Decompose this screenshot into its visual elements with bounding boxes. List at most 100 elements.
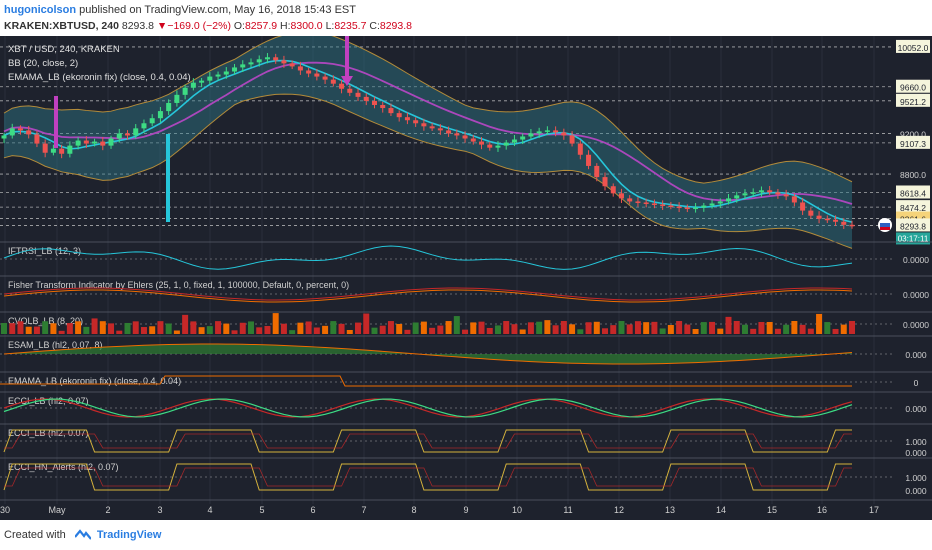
volume-bar	[626, 324, 633, 334]
candle-body	[487, 144, 493, 148]
volume-bar	[634, 321, 641, 334]
volume-bar	[470, 322, 477, 334]
candle-body	[75, 140, 81, 146]
signal-arrow-magenta	[54, 96, 58, 148]
pane-label: Fisher Transform Indicator by Ehlers (25…	[8, 280, 349, 290]
chart-svg[interactable]: XBT / USD, 240, KRAKEN BB (20, close, 2) E…	[0, 31, 932, 520]
candle-body	[116, 133, 122, 139]
candle-body	[388, 108, 394, 114]
volume-bar	[198, 327, 205, 334]
emama-fast-line	[3, 59, 853, 223]
candle-body	[668, 205, 674, 208]
down-triangle-icon: ▼	[156, 20, 168, 32]
candle-body	[437, 128, 443, 131]
volume-bar	[83, 326, 90, 334]
candle-body	[701, 205, 707, 208]
low-label: L:	[325, 20, 335, 32]
candle-body	[709, 203, 715, 206]
volume-bar	[667, 325, 674, 334]
candle-body	[750, 192, 756, 194]
candle-body	[281, 60, 287, 64]
candle-body	[775, 192, 781, 195]
x-tick-label: 10	[512, 505, 522, 515]
pane-axis-label: 1.000	[905, 473, 927, 483]
candle-body	[371, 100, 377, 105]
volume-bar	[429, 327, 436, 334]
volume-bar	[305, 321, 312, 334]
candle-body	[553, 130, 559, 133]
volume-bar	[577, 329, 584, 334]
pane-axis-label: 0.0000	[903, 320, 929, 330]
candle-body	[223, 71, 229, 75]
pane-axis-label: 1.000	[905, 437, 927, 447]
volume-bar	[346, 329, 353, 334]
volume-bar	[412, 322, 419, 334]
volume-bar	[363, 313, 370, 334]
candle-body	[297, 66, 303, 71]
candle-body	[306, 70, 312, 74]
price-label: 9521.2	[900, 97, 926, 107]
candle-body	[174, 94, 180, 103]
volume-bar	[692, 328, 699, 334]
candle-body	[17, 128, 23, 131]
x-tick-label: 17	[869, 505, 879, 515]
candle-body	[404, 117, 410, 121]
esam-area	[4, 344, 852, 364]
ecci-signal-line	[3, 398, 853, 418]
candle-body	[232, 67, 238, 72]
candle-body	[676, 206, 682, 209]
ecci-trap-signal	[4, 467, 852, 487]
pane-label: ESAM_LB (hl2, 0.07, 8)	[8, 340, 103, 350]
open-value: 8257.9	[244, 20, 278, 32]
iftrsi-line	[3, 245, 853, 270]
candle-body	[717, 201, 723, 204]
volume-bar	[585, 322, 592, 334]
volume-bar	[758, 322, 765, 334]
volume-bar	[313, 327, 320, 334]
volume-bar	[371, 327, 378, 334]
bollinger-upper-line	[3, 31, 853, 184]
chart-area[interactable]: XBT / USD, 240, KRAKEN BB (20, close, 2) E…	[0, 31, 932, 520]
volume-bar	[99, 321, 106, 334]
volume-bar	[643, 322, 650, 334]
open-label: O:	[233, 20, 245, 32]
volume-bar	[741, 324, 748, 334]
volume-bar	[478, 321, 485, 334]
candle-body	[256, 59, 262, 63]
volume-bar	[75, 321, 82, 334]
candle-body	[166, 102, 172, 112]
x-tick-label: 9	[463, 505, 468, 515]
volume-bar	[280, 323, 287, 334]
created-with-text: Created with	[4, 529, 66, 541]
candle-body	[495, 145, 501, 148]
candle-body	[289, 63, 295, 67]
bollinger-band-fill	[4, 31, 852, 249]
volume-bar	[322, 325, 329, 334]
volume-bar	[132, 321, 139, 334]
volume-bar	[140, 327, 147, 334]
candle-body	[42, 143, 48, 153]
x-tick-label: 16	[817, 505, 827, 515]
volume-bar	[9, 323, 16, 334]
pane-label: ECCI_HN_Alerts (hl2, 0.07)	[8, 462, 119, 472]
x-tick-label: 8	[411, 505, 416, 515]
candle-body	[824, 218, 830, 221]
volume-bar	[824, 322, 831, 334]
volume-bar	[157, 321, 164, 334]
candle-body	[767, 190, 773, 193]
high-value: 8300.0	[290, 20, 323, 32]
candle-body	[536, 131, 542, 134]
pane-axis-low: 0.000	[905, 486, 927, 496]
candle-body	[347, 88, 353, 93]
tradingview-brand[interactable]: TradingView	[96, 529, 162, 541]
volume-bar	[462, 329, 469, 334]
candle-body	[651, 203, 657, 205]
candle-body	[742, 193, 748, 196]
candle-body	[660, 204, 666, 207]
author-link[interactable]: hugonicolson	[4, 4, 77, 16]
emama-step-line	[0, 375, 852, 387]
volume-bar	[610, 325, 617, 334]
esam-line	[3, 343, 853, 365]
symbol-label: KRAKEN:XBTUSD, 240	[4, 20, 119, 32]
volume-bar	[66, 323, 73, 334]
